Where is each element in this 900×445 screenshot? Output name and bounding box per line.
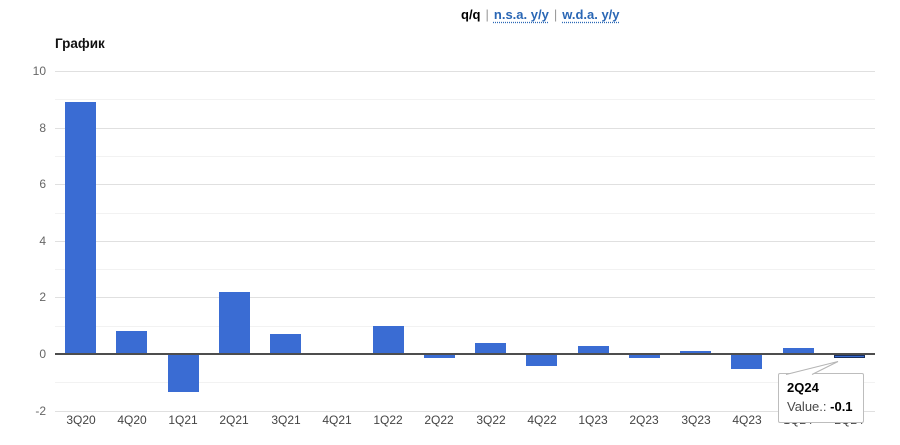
bar-3Q22[interactable] bbox=[475, 343, 506, 354]
x-axis-tick-label: 4Q22 bbox=[527, 413, 557, 427]
gridline bbox=[55, 326, 875, 327]
x-axis-tick-label: 1Q23 bbox=[578, 413, 608, 427]
gridline bbox=[55, 99, 875, 100]
bar-2Q23[interactable] bbox=[629, 355, 660, 358]
tooltip-value: -0.1 bbox=[830, 399, 853, 414]
x-axis-tick-label: 3Q20 bbox=[66, 413, 96, 427]
bar-2Q21[interactable] bbox=[219, 292, 250, 354]
bar-4Q20[interactable] bbox=[116, 331, 147, 354]
y-axis-tick-label: 0 bbox=[39, 347, 46, 361]
frequency-toggle: q/q | n.s.a. y/y | w.d.a. y/y bbox=[461, 7, 620, 23]
bar-3Q23[interactable] bbox=[680, 351, 711, 354]
y-axis-tick-label: 8 bbox=[39, 121, 46, 135]
gridline bbox=[55, 269, 875, 270]
y-axis-tick-label: 4 bbox=[39, 234, 46, 248]
tooltip-category: 2Q24 bbox=[787, 380, 819, 395]
tooltip-callout bbox=[785, 361, 839, 375]
y-axis-tick-label: 2 bbox=[39, 290, 46, 304]
bar-3Q21[interactable] bbox=[270, 334, 301, 354]
x-axis-tick-label: 2Q23 bbox=[629, 413, 659, 427]
toggle-qq[interactable]: q/q bbox=[461, 7, 481, 22]
gridline bbox=[55, 71, 875, 72]
x-axis-tick-label: 2Q21 bbox=[219, 413, 249, 427]
x-axis-tick-label: 3Q22 bbox=[476, 413, 506, 427]
gridline bbox=[55, 184, 875, 185]
gridline bbox=[55, 128, 875, 129]
x-axis-tick-label: 4Q20 bbox=[117, 413, 147, 427]
y-axis-tick-label: 6 bbox=[39, 177, 46, 191]
y-axis-tick-label: -2 bbox=[35, 404, 46, 418]
bar-4Q23[interactable] bbox=[731, 355, 762, 369]
gridline bbox=[55, 411, 875, 412]
chart-title: График bbox=[55, 36, 105, 51]
bar-2Q24[interactable] bbox=[834, 355, 865, 358]
x-axis-tick-label: 1Q21 bbox=[168, 413, 198, 427]
x-axis-tick-label: 1Q22 bbox=[373, 413, 403, 427]
bar-1Q22[interactable] bbox=[373, 326, 404, 354]
separator: | bbox=[553, 7, 558, 22]
x-axis-tick-label: 4Q23 bbox=[732, 413, 762, 427]
bar-3Q20[interactable] bbox=[65, 102, 96, 354]
gridline bbox=[55, 382, 875, 383]
gridline bbox=[55, 241, 875, 242]
tooltip-row: Value.: -0.1 bbox=[787, 398, 855, 415]
bar-2Q22[interactable] bbox=[424, 355, 455, 358]
toggle-nsa-yy[interactable]: n.s.a. y/y bbox=[493, 7, 549, 22]
x-axis-tick-label: 2Q22 bbox=[424, 413, 454, 427]
gridline bbox=[55, 213, 875, 214]
tooltip: 2Q24 Value.: -0.1 bbox=[778, 373, 864, 423]
bar-1Q21[interactable] bbox=[168, 355, 199, 392]
y-axis-tick-label: 10 bbox=[32, 64, 46, 78]
x-axis-tick-label: 4Q21 bbox=[322, 413, 352, 427]
gridline bbox=[55, 297, 875, 298]
x-axis-tick-label: 3Q23 bbox=[681, 413, 711, 427]
bar-4Q22[interactable] bbox=[526, 355, 557, 366]
x-axis-tick-label: 3Q21 bbox=[271, 413, 301, 427]
bar-1Q23[interactable] bbox=[578, 346, 609, 354]
x-axis-line bbox=[55, 353, 875, 355]
separator: | bbox=[485, 7, 489, 22]
toggle-wda-yy[interactable]: w.d.a. y/y bbox=[562, 7, 620, 22]
tooltip-label: Value.: bbox=[787, 399, 827, 414]
bar-1Q24[interactable] bbox=[783, 348, 814, 354]
gridline bbox=[55, 156, 875, 157]
